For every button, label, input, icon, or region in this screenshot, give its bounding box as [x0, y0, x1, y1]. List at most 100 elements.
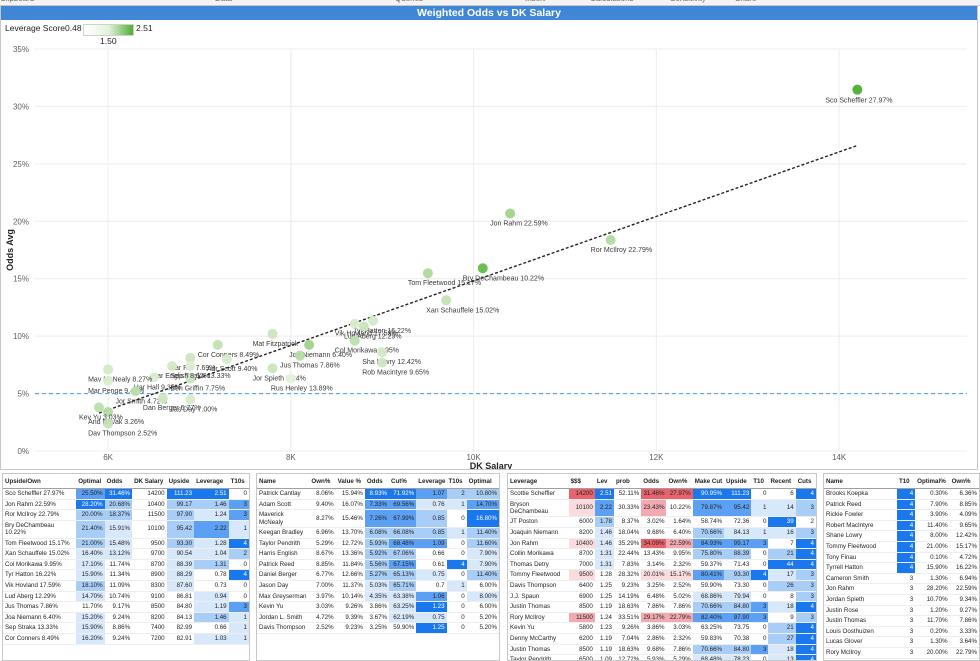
table-row[interactable]: Taylor Pendrith 5.29% 12.72% 5.93% 68.48% 1.0… — [257, 538, 499, 550]
column-header[interactable]: Upside/Own — [3, 474, 77, 489]
table-row[interactable]: Jason Day 7.00% 11.37% 5.03% 65.71% 0.7 1 6.00% — [257, 580, 499, 592]
column-header[interactable]: Lev — [594, 474, 614, 489]
table-row[interactable]: Tyrrell Hatton 4 15.90% 16.22% — [824, 562, 979, 574]
value-table[interactable]: Name Own% Value % Odds Cut% Leverage T10s Optim… — [256, 473, 500, 661]
column-header[interactable]: Upside — [166, 474, 195, 489]
table-row[interactable]: Kevin Yu 5800 1.23 9.26% 3.86% 3.03% 63.25% 73.… — [508, 622, 816, 634]
column-header[interactable]: Odds — [364, 474, 390, 489]
table-row[interactable]: Lud Aberg 12.29% 14.70% 10.74% 9100 86.81 0.9… — [3, 591, 249, 603]
table-row[interactable]: Adam Scott 9.40% 16.07% 7.33% 69.56% 0.76 1 14.… — [257, 499, 499, 511]
table-row[interactable]: Jon Rahm 22.59% 28.20% 20.68% 10400 99.17 1.4… — [3, 499, 249, 511]
table-row[interactable]: Patrick Cantlay 8.06% 15.94% 8.93% 71.92% 1.0… — [257, 488, 499, 500]
table-row[interactable]: Maverick McNealy 8.27% 15.46% 7.26% 67.99% 0.… — [257, 509, 499, 528]
table-row[interactable]: Justin Thomas 3 11.70% 7.86% — [824, 615, 979, 627]
table-row[interactable]: Jus Thomas 7.86% 11.70% 9.17% 8500 84.80 1.19… — [3, 601, 249, 613]
table-row[interactable]: Justin Thomas 8500 1.19 18.63% 7.86% 7.86% 70.… — [508, 601, 816, 613]
column-header[interactable]: Cut% — [389, 474, 417, 489]
table-row[interactable]: Rickie Fowler 4 3.90% 4.09% — [824, 509, 979, 521]
table-row[interactable]: Tommy Fleetwood 9500 1.28 28.32% 20.01% 15.17… — [508, 569, 816, 581]
table-row[interactable]: Tommy Fleetwood 4 21.00% 15.17% — [824, 541, 979, 553]
menu-item-sensitivity[interactable]: Sensitivity — [670, 0, 706, 3]
table-row[interactable]: Cor Conners 8.49% 16.20% 9.24% 7200 82.91 1.0… — [3, 633, 249, 645]
table-row[interactable]: Patrick Reed 4 7.90% 8.85% — [824, 499, 979, 511]
column-header[interactable]: T10s — [446, 474, 467, 489]
column-header[interactable]: Optimal% — [915, 474, 950, 489]
menu-item-calculations[interactable]: Calculations — [590, 0, 634, 3]
column-header[interactable]: Leverage — [416, 474, 447, 489]
t10-table[interactable]: Name T10 Optimal% Own% Brooks Koepka 4 0.30% 6.… — [823, 473, 980, 661]
table-row[interactable]: Harris English 8.67% 13.36% 5.92% 67.06% 0.66… — [257, 548, 499, 560]
table-row[interactable]: Tony Finau 4 0.10% 4.72% — [824, 552, 979, 564]
column-header[interactable]: Upside — [724, 474, 752, 489]
table-row[interactable]: Joa Niemann 6.40% 15.20% 9.24% 8200 84.13 1.4… — [3, 612, 249, 624]
table-row[interactable]: Patrick Reed 8.85% 11.84% 5.56% 67.15% 0.61 4 7… — [257, 559, 499, 571]
menu-item-data[interactable]: Data — [215, 0, 232, 3]
column-header[interactable]: Leverage — [194, 474, 229, 489]
column-header[interactable]: Leverage — [508, 474, 569, 489]
column-header[interactable]: Make Cut — [692, 474, 725, 489]
column-header[interactable]: Odds — [641, 474, 667, 489]
table-row[interactable]: Taylor Pendrith 6500 1.09 12.72% 5.93% 5.29% 6… — [508, 654, 816, 660]
table-row[interactable]: Sep Straka 13.33% 15.90% 8.86% 7400 82.99 0.6… — [3, 622, 249, 634]
column-header[interactable]: Optimal — [76, 474, 105, 489]
column-header[interactable]: T10s — [228, 474, 249, 489]
column-header[interactable]: Own% — [666, 474, 693, 489]
table-row[interactable]: Collin Morikawa 8700 1.31 22.44% 13.43% 9.95%… — [508, 548, 816, 560]
table-row[interactable]: Vik Hovland 17.59% 18.10% 11.09% 8300 87.60 0… — [3, 580, 249, 592]
column-header[interactable]: Odds — [104, 474, 133, 489]
column-header[interactable]: T10 — [751, 474, 769, 489]
table-row[interactable]: Xan Schauffele 15.02% 16.40% 13.12% 9700 90.… — [3, 548, 249, 560]
table-row[interactable]: Davis Thompson 6400 1.25 9.23% 3.25% 2.52% 59.… — [508, 580, 816, 592]
menu-item-insert[interactable]: Insert — [525, 0, 545, 3]
table-row[interactable]: Denny McCarthy 6200 1.19 7.04% 2.86% 2.32% 59.… — [508, 633, 816, 645]
table-row[interactable]: Scottie Scheffler 14200 2.51 52.11% 31.46% 27… — [508, 488, 816, 500]
table-row[interactable]: Bry DeChambeau 10.22% 21.40% 15.91% 10100 95… — [3, 520, 249, 539]
column-header[interactable]: Own% — [309, 474, 336, 489]
scatter-plot[interactable]: 0% 5% 10% 15% 20% 25% 30% 35% 6K 8K 10K 12K 14K DK Sa… — [1, 21, 977, 469]
table-row[interactable]: Jordan Spieth 3 10.70% 9.34% — [824, 594, 979, 606]
table-row[interactable]: Brooks Koepka 4 0.30% 6.36% — [824, 488, 979, 500]
column-header[interactable]: T10 — [896, 474, 916, 489]
table-row[interactable]: Sco Scheffler 27.97% 25.50% 31.46% 14200 111… — [3, 488, 249, 500]
table-row[interactable]: Tyr Hatton 16.22% 15.90% 11.34% 8900 88.29 0.… — [3, 569, 249, 581]
table-row[interactable]: Joaquin Niemann 8200 1.46 18.04% 9.68% 6.40% 7… — [508, 527, 816, 539]
leverage-table[interactable]: Leverage $$$ Lev prob Odds Own% Make Cut Upside… — [507, 473, 817, 661]
column-header[interactable]: $$$ — [568, 474, 595, 489]
column-header[interactable]: Value % — [335, 474, 365, 489]
table-row[interactable]: Tom Fleetwood 15.17% 21.00% 15.48% 9500 93.3… — [3, 538, 249, 550]
table-row[interactable]: Robert MacIntyre 4 11.40% 9.65% — [824, 520, 979, 532]
table-row[interactable]: Cameron Smith 3 1.30% 6.94% — [824, 573, 979, 585]
table-row[interactable]: Jordan L. Smith 4.72% 9.39% 3.67% 62.19% 0.75… — [257, 612, 499, 624]
upside-own-table[interactable]: Upside/Own Optimal Odds DK Salary Upside Leve… — [2, 473, 250, 661]
table-row[interactable]: Col Morikawa 9.95% 17.10% 11.74% 8700 88.39 1… — [3, 559, 249, 571]
menu-item-queries[interactable]: Queries — [395, 0, 423, 3]
column-header[interactable]: Name — [824, 474, 897, 489]
column-header[interactable]: Recent — [768, 474, 796, 489]
menu-item-share[interactable]: Share — [735, 0, 756, 3]
table-row[interactable]: Rory McIlroy 11500 1.24 33.51% 29.17% 22.79% 8… — [508, 612, 816, 624]
menu-item-clipboard[interactable]: Clipboard — [0, 0, 34, 3]
column-header[interactable]: DK Salary — [132, 474, 167, 489]
table-row[interactable]: Justin Thomas 8500 1.19 18.63% 9.68% 7.86% 70.… — [508, 644, 816, 656]
table-row[interactable]: Keegan Bradley 6.96% 13.70% 6.08% 66.08% 0.85… — [257, 527, 499, 539]
column-header[interactable]: prob — [614, 474, 642, 489]
table-row[interactable]: Justin Rose 3 1.20% 9.27% — [824, 605, 979, 617]
column-header[interactable]: Cuts — [795, 474, 816, 489]
table-row[interactable]: Shane Lowry 4 8.00% 12.42% — [824, 530, 979, 542]
table-row[interactable]: Davis Thompson 2.52% 9.23% 3.25% 59.90% 1.25 0… — [257, 622, 499, 634]
table-row[interactable]: Jon Rahm 3 28.20% 22.59% — [824, 583, 979, 595]
table-row[interactable]: JT Poston 6000 1.78 8.37% 3.02% 1.64% 58.74% 72… — [508, 516, 816, 528]
table-row[interactable]: Rory McIlroy 3 20.00% 22.79% — [824, 647, 979, 659]
column-header[interactable]: Own% — [949, 474, 979, 489]
table-row[interactable]: Louis Oosthuizen 3 0.20% 3.33% — [824, 626, 979, 638]
table-row[interactable]: Ror McIlroy 22.79% 20.00% 18.37% 11500 97.90… — [3, 509, 249, 521]
table-row[interactable]: Thomas Detry 7000 1.31 7.83% 3.14% 2.32% 59.37… — [508, 559, 816, 571]
table-row[interactable]: Bryson DeChambeau 10100 2.22 30.33% 23.43% 10… — [508, 499, 816, 518]
column-header[interactable]: Name — [257, 474, 310, 489]
table-row[interactable]: Jon Rahm 10400 1.46 35.29% 34.09% 22.59% 84.93… — [508, 538, 816, 550]
table-row[interactable]: Lucas Glover 3 1.30% 3.64% — [824, 636, 979, 648]
column-header[interactable]: Optimal — [466, 474, 499, 489]
table-row[interactable]: Daniel Berger 6.77% 12.66% 5.27% 65.13% 0.75 0… — [257, 569, 499, 581]
table-row[interactable]: J.J. Spaun 6900 1.25 14.19% 6.48% 5.02% 68.86%… — [508, 591, 816, 603]
table-row[interactable]: Max Greyserman 3.97% 10.14% 4.35% 63.38% 1.06… — [257, 591, 499, 603]
